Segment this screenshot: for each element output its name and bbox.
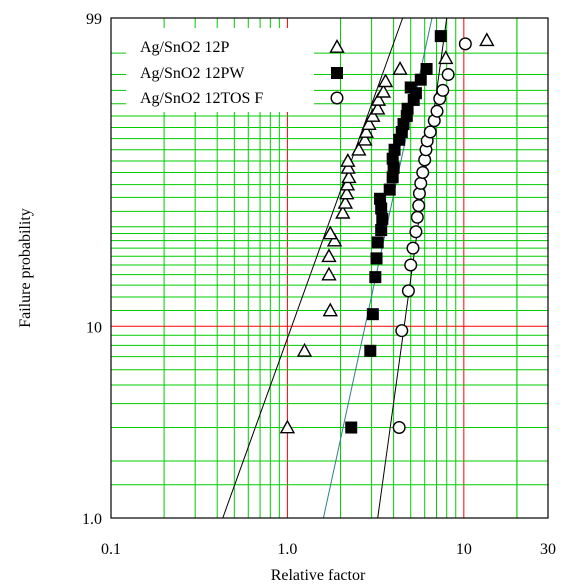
- series-2-point: [383, 183, 396, 196]
- series-1-point: [321, 248, 337, 263]
- series-3-point: [404, 258, 418, 272]
- series-1-point: [322, 225, 338, 240]
- series-3-point: [441, 68, 455, 82]
- series-3-point: [409, 225, 423, 239]
- series-1-point: [479, 32, 495, 47]
- series-2-point: [376, 212, 389, 225]
- y-axis-ticks: 1.0 10 99: [82, 11, 102, 528]
- series-1-point: [351, 141, 367, 156]
- series-1-point: [339, 185, 355, 200]
- series-3-point: [412, 199, 426, 213]
- series-2-point: [420, 62, 433, 75]
- legend-marker-2: [331, 67, 343, 79]
- x-axis-ticks: 0.1 1.0 10 30: [101, 541, 556, 558]
- series-3-point: [436, 83, 450, 97]
- series-1-point: [326, 232, 343, 247]
- series-2-point: [345, 421, 358, 434]
- series-1-point: [341, 169, 357, 184]
- series-1-point: [365, 108, 381, 122]
- legend-label-12pw: Ag/SnO2 12PW: [140, 65, 245, 82]
- series-1-point: [337, 194, 354, 209]
- series-2-point: [370, 252, 383, 265]
- series-3-point: [416, 166, 430, 180]
- series-3-point: [414, 176, 428, 190]
- fit-line: [222, 17, 404, 519]
- legend-label-12p: Ag/SnO2 12P: [140, 39, 229, 56]
- series-1-point: [370, 91, 387, 106]
- series-1-point: [361, 116, 377, 130]
- legend-label-12tos-f: Ag/SnO2 12TOS F: [140, 90, 263, 107]
- y-tick-label: 1.0: [82, 511, 102, 528]
- series-2-point: [386, 171, 399, 184]
- series-2-point: [375, 224, 388, 237]
- x-axis-label: Relative factor: [271, 567, 366, 584]
- series-1-point: [392, 61, 408, 75]
- series-3-point: [410, 210, 424, 224]
- series-1-point: [339, 176, 356, 191]
- series-3-point: [458, 37, 472, 51]
- series-1-point: [438, 50, 454, 65]
- series-2-point: [387, 161, 400, 174]
- x-tick-label: 0.1: [101, 541, 121, 558]
- legend-background: [126, 28, 314, 112]
- series-2-point: [404, 81, 417, 94]
- legend-marker-1: [329, 39, 345, 53]
- series-2-point: [366, 308, 379, 321]
- y-tick-label: 99: [86, 11, 102, 28]
- series-1-point: [357, 131, 373, 146]
- series-1-point: [321, 266, 337, 281]
- series-3-point: [406, 241, 420, 255]
- x-tick-label: 1.0: [277, 541, 297, 558]
- series-2-point: [369, 271, 382, 284]
- series-2-point: [375, 202, 388, 215]
- legend: Ag/SnO2 12P Ag/SnO2 12PW Ag/SnO2 12TOS F: [140, 39, 345, 107]
- series-1-point: [335, 204, 351, 219]
- series-2-point: [434, 30, 447, 43]
- x-tick-label: 30: [540, 541, 556, 558]
- series-1-point: [375, 83, 392, 98]
- series-2-point: [364, 344, 377, 357]
- series-1-point: [340, 153, 356, 167]
- series-1-point: [377, 73, 394, 88]
- series-2-point: [414, 73, 427, 86]
- series-2-point: [395, 125, 408, 138]
- series-1-point: [370, 100, 386, 115]
- series-3-point: [401, 284, 415, 298]
- series-3-point: [392, 421, 406, 435]
- y-axis-label: Failure probability: [17, 208, 34, 328]
- plot-frame: [110, 17, 549, 519]
- data-points: [279, 30, 495, 435]
- series-1-point: [340, 159, 356, 174]
- y-tick-label: 10: [86, 319, 102, 336]
- series-2-point: [388, 143, 401, 156]
- series-2-point: [371, 236, 384, 249]
- legend-markers: [329, 39, 345, 105]
- series-1-point: [358, 124, 374, 138]
- legend-marker-3: [330, 91, 344, 105]
- series-2-point: [374, 192, 387, 205]
- series-1-point: [296, 342, 313, 357]
- series-1-point: [322, 302, 338, 317]
- x-tick-label: 10: [456, 541, 472, 558]
- series-3-point: [395, 324, 409, 338]
- series-3-point: [430, 104, 444, 118]
- series-1-point: [279, 419, 296, 434]
- series-3-point: [423, 125, 437, 139]
